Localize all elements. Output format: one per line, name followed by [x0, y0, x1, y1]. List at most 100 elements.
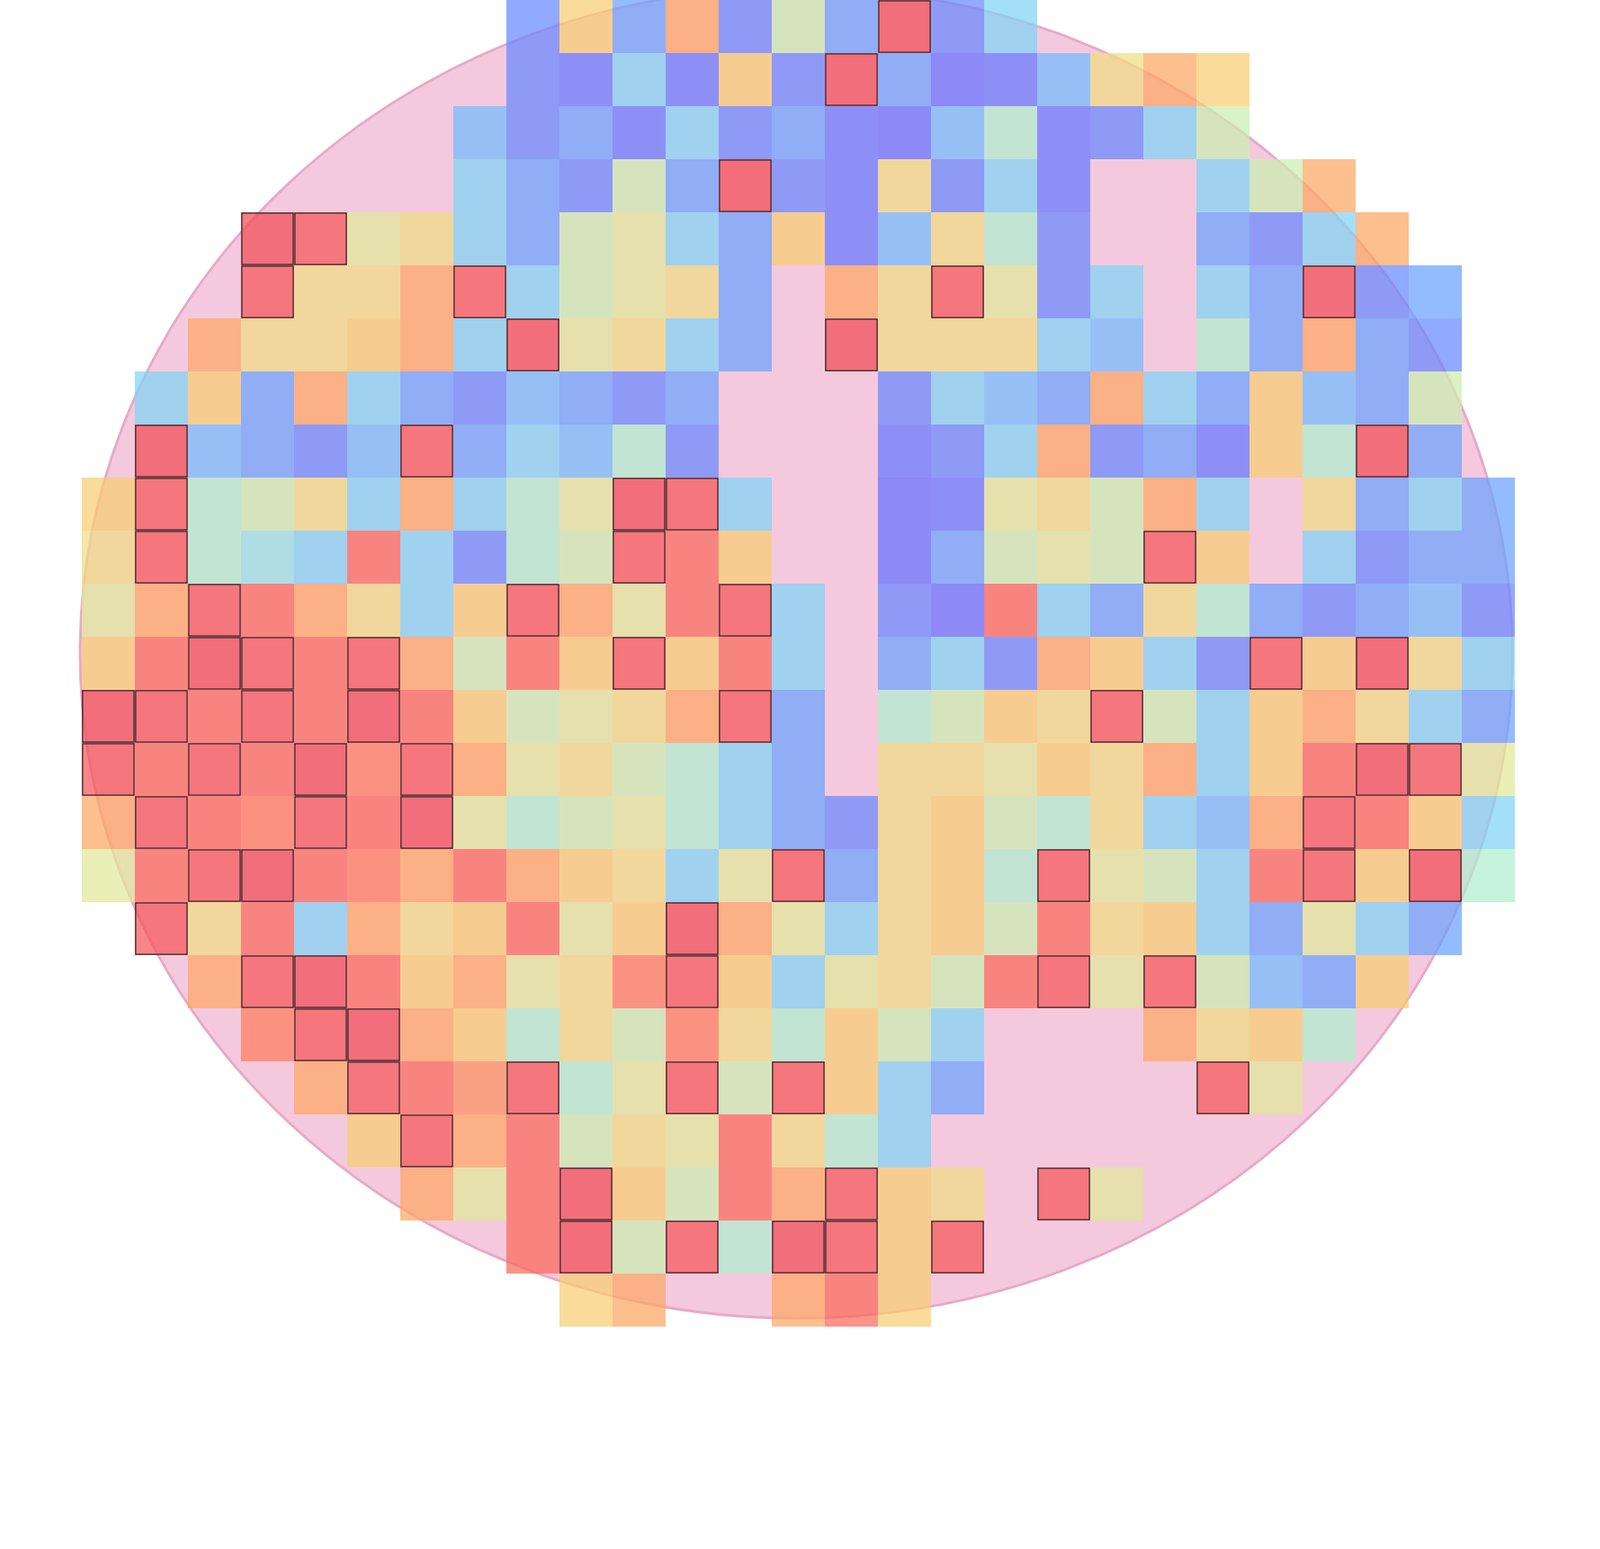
heat-cell [771, 159, 825, 213]
heat-cell [1461, 530, 1515, 584]
highlight-box [560, 1221, 612, 1274]
heat-cell [1196, 424, 1250, 478]
heat-cell [453, 477, 507, 531]
heat-cell [240, 318, 295, 372]
heat-cell [506, 796, 560, 850]
heat-cell [506, 636, 560, 691]
heat-cell [665, 690, 719, 744]
heat-cell [612, 743, 666, 797]
heat-cell [612, 1273, 666, 1328]
heat-cell [347, 318, 401, 372]
heat-cell [877, 1167, 932, 1221]
heat-cell [931, 636, 985, 691]
heat-cell [824, 53, 878, 107]
highlight-box [560, 1168, 612, 1221]
heat-cell [931, 955, 985, 1009]
heat-cell [984, 796, 1038, 850]
heat-cell [1037, 583, 1091, 637]
heat-cell [294, 690, 348, 744]
heat-cell [294, 955, 348, 1009]
heat-cell [771, 690, 825, 744]
heat-cell [81, 477, 135, 531]
heat-cell [559, 955, 613, 1009]
heat-cell [1461, 583, 1515, 637]
heat-cell [1461, 796, 1515, 850]
heat-cell [294, 849, 348, 903]
heat-cell [718, 1114, 772, 1168]
heat-cell [134, 477, 188, 531]
heat-cell [665, 53, 719, 107]
highlight-box [931, 1221, 984, 1274]
heat-cell [294, 212, 348, 266]
heat-cell [400, 690, 454, 744]
heat-cell [665, 1061, 719, 1115]
heat-cell [506, 530, 560, 584]
heat-cell [718, 849, 772, 903]
highlight-box [82, 743, 134, 796]
heat-cell [1302, 796, 1356, 850]
highlight-box [294, 797, 347, 849]
heat-cell [931, 1061, 985, 1115]
heat-cell [824, 955, 878, 1009]
highlight-box [666, 903, 718, 955]
heat-cell [824, 265, 878, 319]
heat-cell [1090, 849, 1144, 903]
heat-cell [453, 159, 507, 213]
heat-cell [347, 371, 401, 425]
heat-cell [1090, 371, 1144, 425]
heat-cell [559, 106, 613, 160]
heat-cell [134, 530, 188, 584]
heat-cell [187, 371, 241, 425]
heat-cell [984, 955, 1038, 1009]
heat-cell [187, 477, 241, 531]
heat-cell [81, 636, 135, 691]
heat-cell [771, 743, 825, 797]
highlight-box [825, 1221, 878, 1274]
heat-cell [506, 106, 560, 160]
heat-cell [931, 371, 985, 425]
heat-cell [240, 265, 295, 319]
heat-cell [824, 159, 878, 213]
heat-cell [559, 796, 613, 850]
heat-cell [1355, 583, 1409, 637]
heat-cell [187, 583, 241, 637]
heat-cell [931, 424, 985, 478]
heat-cell [187, 955, 241, 1009]
heat-cell [718, 0, 772, 54]
heat-cell [1302, 902, 1356, 956]
heat-cell [612, 265, 666, 319]
heat-cell [453, 371, 507, 425]
heat-cell [984, 265, 1038, 319]
heat-cell [984, 424, 1038, 478]
heat-cell [665, 371, 719, 425]
heat-cell [984, 53, 1038, 107]
heat-cell [1143, 902, 1197, 956]
highlight-box [294, 743, 347, 796]
heat-cell [1355, 796, 1409, 850]
heat-cell [506, 1220, 560, 1274]
heat-cell [559, 212, 613, 266]
heat-cell [984, 849, 1038, 903]
heat-cell [506, 955, 560, 1009]
heat-cell [1196, 318, 1250, 372]
heat-cell [240, 371, 295, 425]
heat-cell [240, 1008, 295, 1062]
highlight-box [1303, 266, 1355, 318]
highlight-box [825, 53, 878, 106]
heat-cell [612, 690, 666, 744]
heat-cell [718, 159, 772, 213]
heat-cell [612, 477, 666, 531]
heat-cell [824, 318, 878, 372]
heat-cell [506, 1114, 560, 1168]
heat-cell [453, 690, 507, 744]
heat-cell [1196, 955, 1250, 1009]
heat-cell [294, 530, 348, 584]
heat-cell [877, 371, 932, 425]
heat-cell [1143, 530, 1197, 584]
heat-cell [240, 690, 295, 744]
heat-cell [187, 743, 241, 797]
heat-cell [453, 212, 507, 266]
heat-cell [771, 1008, 825, 1062]
heat-cell [559, 159, 613, 213]
heat-cell [877, 743, 932, 797]
